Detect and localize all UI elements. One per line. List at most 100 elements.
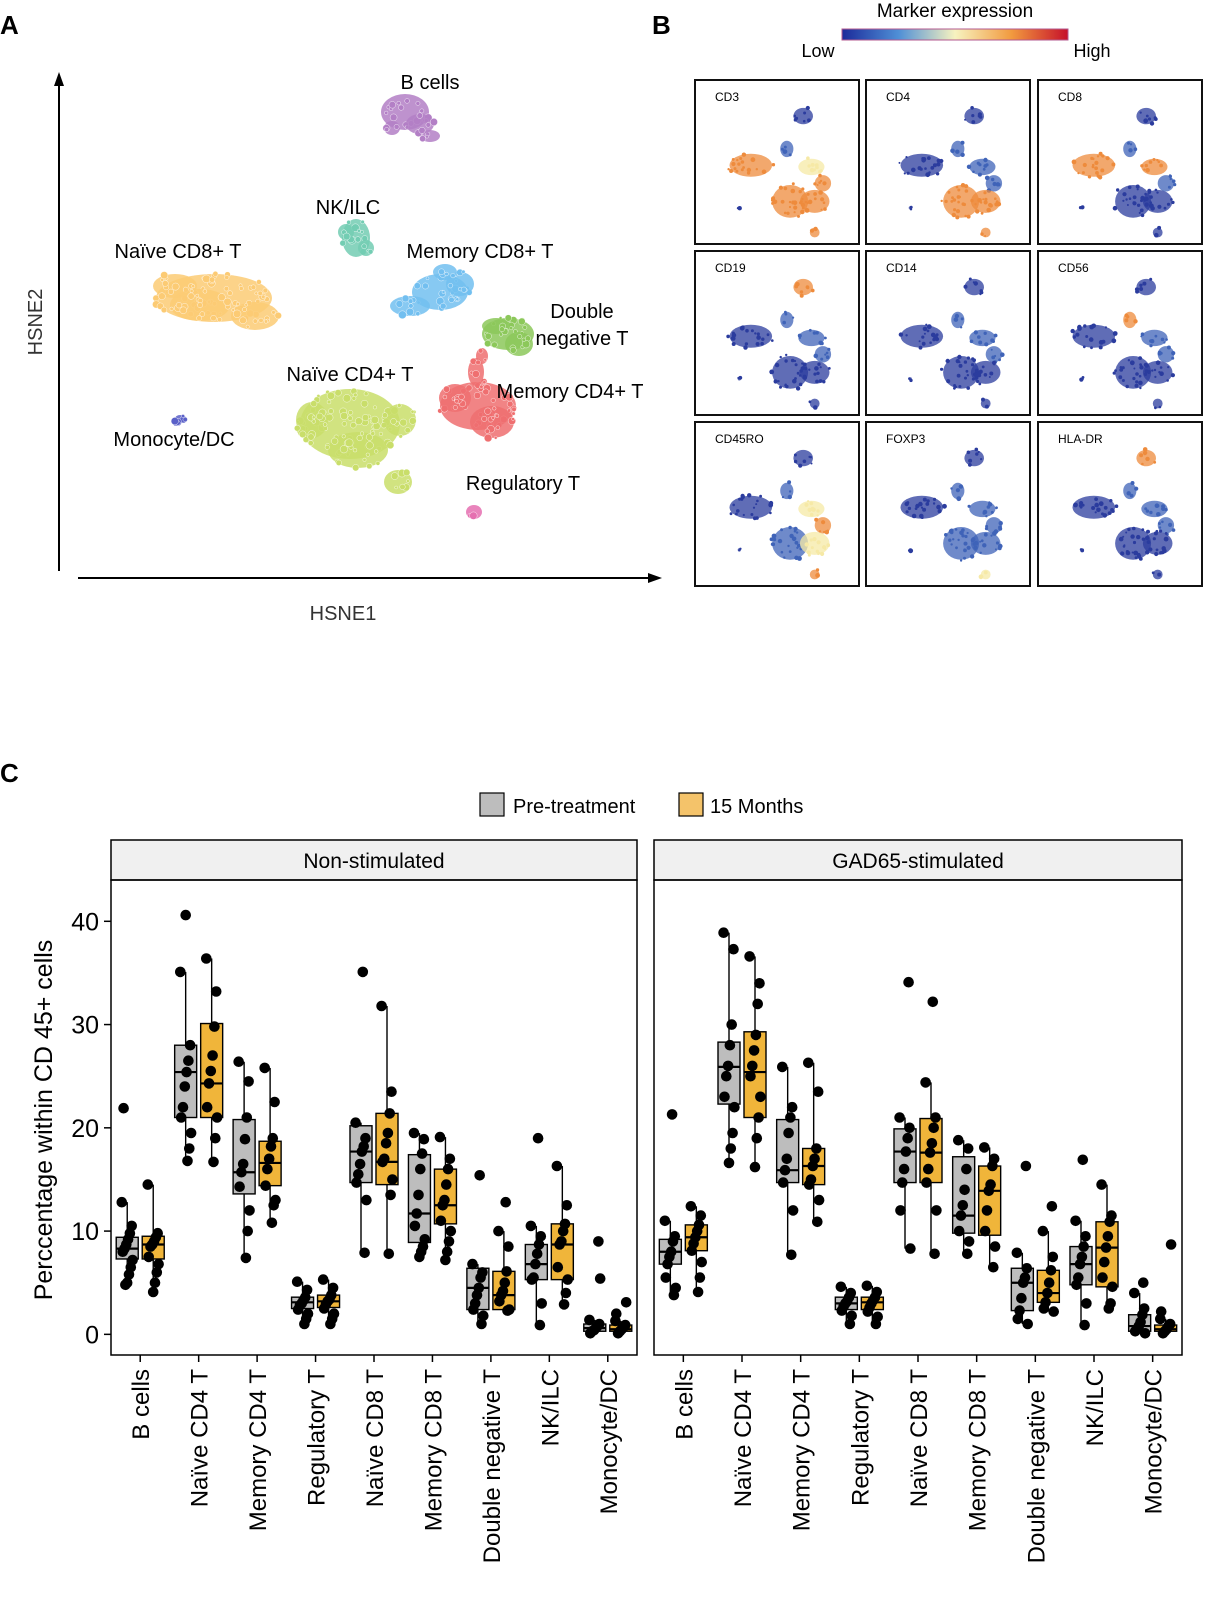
cluster-point xyxy=(307,440,314,446)
marker-tile-point xyxy=(977,112,983,117)
marker-tile-point xyxy=(827,367,831,370)
marker-tile-point xyxy=(1168,522,1173,528)
marker-tile-point xyxy=(955,209,961,214)
marker-tile-point xyxy=(736,158,739,162)
marker-tile-point xyxy=(976,379,980,384)
marker-tile-point xyxy=(1125,384,1129,389)
data-point xyxy=(781,1153,793,1165)
marker-tile-point xyxy=(741,152,747,157)
cluster-regulatory-t: Regulatory T xyxy=(466,473,580,520)
data-point xyxy=(723,1157,735,1169)
marker-tile-point xyxy=(911,513,917,519)
marker-tile-point xyxy=(808,400,812,404)
data-point xyxy=(441,1179,452,1190)
marker-tile-point xyxy=(809,538,813,542)
marker-tile-point xyxy=(732,503,735,507)
data-point xyxy=(210,1132,221,1144)
marker-tile-point xyxy=(737,162,741,166)
marker-tile-point xyxy=(794,363,798,367)
cluster-point xyxy=(227,290,233,296)
marker-tile-point xyxy=(766,333,770,337)
data-point xyxy=(846,1310,857,1322)
y-tick-label: 20 xyxy=(71,1115,99,1143)
marker-tile-point xyxy=(1171,179,1176,183)
marker-tile-point xyxy=(1147,117,1152,121)
marker-tile-point xyxy=(1165,338,1168,341)
marker-tile-point xyxy=(1100,168,1105,173)
panel-letter-c: C xyxy=(0,758,19,788)
data-point xyxy=(962,1248,973,1260)
marker-tile-point xyxy=(996,201,1002,207)
marker-tile-point xyxy=(1158,526,1162,529)
cluster-point xyxy=(210,315,217,322)
cluster-point xyxy=(370,415,379,424)
data-point xyxy=(748,1045,760,1056)
cluster-point xyxy=(418,126,426,134)
marker-tile-point xyxy=(1161,520,1164,524)
cluster-point xyxy=(511,417,515,421)
marker-tile-point xyxy=(801,206,805,210)
cluster-point xyxy=(341,434,346,439)
marker-tile-point xyxy=(740,168,744,172)
marker-tile-point xyxy=(952,198,957,202)
marker-tile-cd8: CD8 xyxy=(1037,79,1203,245)
data-point xyxy=(266,1217,278,1229)
data-point xyxy=(351,1177,362,1188)
data-point xyxy=(721,1070,732,1082)
marker-tile-point xyxy=(959,559,963,562)
cluster-point xyxy=(252,318,258,324)
category-group: Naïve CD4 T xyxy=(173,909,224,1507)
marker-tile-point xyxy=(995,541,1000,545)
marker-tile-blob xyxy=(1142,360,1173,384)
data-point xyxy=(440,1254,451,1266)
cluster-point xyxy=(182,417,188,423)
data-point xyxy=(147,1286,159,1298)
marker-tile-point xyxy=(820,197,825,202)
marker-tile-point xyxy=(1154,406,1157,410)
cluster-point xyxy=(375,460,381,466)
marker-tile-point xyxy=(1151,571,1155,575)
data-point xyxy=(611,1308,622,1319)
data-point xyxy=(151,1267,163,1278)
marker-tile-point xyxy=(1149,121,1155,126)
data-point xyxy=(1071,1279,1082,1291)
marker-tile-label: CD8 xyxy=(1058,90,1082,104)
marker-tile-point xyxy=(807,199,813,205)
category-group: Regulatory T xyxy=(834,1280,885,1506)
data-point xyxy=(807,1160,819,1172)
data-point xyxy=(696,1256,707,1268)
data-point xyxy=(983,1185,995,1197)
marker-tile-point xyxy=(754,332,757,335)
marker-tile-point xyxy=(794,116,799,120)
marker-tile-point xyxy=(1139,208,1144,213)
marker-tile-point xyxy=(813,192,817,196)
box-15-months xyxy=(258,1062,282,1229)
marker-tile-point xyxy=(1158,405,1162,409)
marker-tile-frame xyxy=(694,79,860,245)
marker-tile-point xyxy=(1135,184,1140,189)
marker-tile-point xyxy=(993,363,996,366)
marker-tile-point xyxy=(971,114,975,118)
cluster-point xyxy=(422,282,429,290)
marker-tile-blob xyxy=(943,356,980,389)
marker-tile-point xyxy=(1147,371,1151,374)
cluster-point xyxy=(197,302,203,308)
x-tick-label: Monocyte/DC xyxy=(596,1369,623,1514)
data-point xyxy=(120,1279,131,1291)
marker-tile-point xyxy=(813,182,817,186)
marker-tile-point xyxy=(815,573,820,578)
cluster-point xyxy=(196,315,202,322)
marker-tile-point xyxy=(1083,324,1087,328)
cluster-point xyxy=(324,444,330,450)
data-point xyxy=(240,1252,252,1264)
data-point xyxy=(803,1179,815,1190)
data-point xyxy=(211,1112,223,1123)
marker-tile-point xyxy=(727,168,730,171)
data-point xyxy=(386,1086,397,1097)
marker-tile-point xyxy=(1103,505,1108,510)
cluster-point xyxy=(342,394,352,403)
cluster-point xyxy=(233,309,242,318)
data-point xyxy=(149,1277,161,1288)
colorbar-high-label: High xyxy=(1073,41,1110,61)
marker-tile-point xyxy=(954,528,958,531)
